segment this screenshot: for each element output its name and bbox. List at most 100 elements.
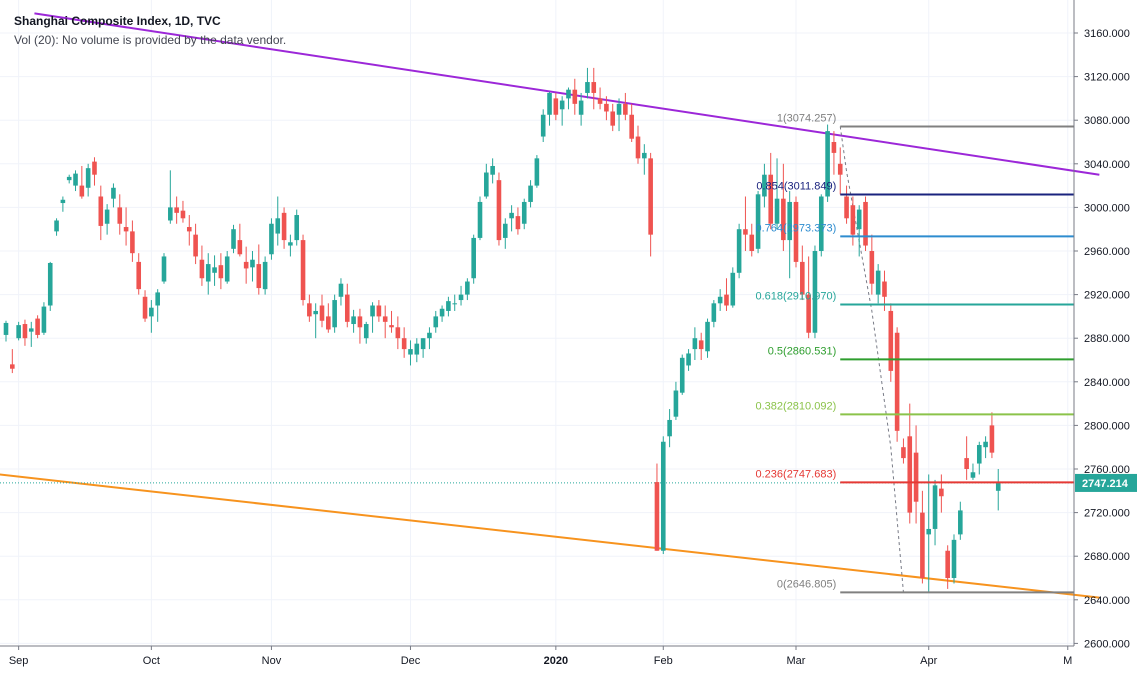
candle <box>408 349 413 355</box>
candle <box>35 318 40 335</box>
candle <box>401 338 407 350</box>
chart-header: Shanghai Composite Index, 1D, TVC Vol (2… <box>14 12 286 50</box>
candle <box>389 325 394 328</box>
candle <box>414 343 420 355</box>
candle <box>307 303 312 317</box>
candle <box>787 201 792 241</box>
candle <box>869 251 875 284</box>
candle <box>243 261 249 269</box>
candle <box>578 100 584 115</box>
candle <box>825 131 830 197</box>
candle <box>205 264 211 282</box>
candle <box>326 316 331 330</box>
x-tick-label: Sep <box>9 655 29 667</box>
candle <box>856 209 862 230</box>
candle <box>642 152 647 159</box>
candle <box>837 163 843 175</box>
y-tick-label: 2640.000 <box>1084 595 1130 607</box>
candle <box>477 201 483 238</box>
fib-retracement[interactable]: 1(3074.257) 0.854(3011.849) 0.764(2973.373… <box>756 112 1074 594</box>
x-tick-label: 2020 <box>544 655 568 667</box>
y-tick-label: 3080.000 <box>1084 115 1130 127</box>
fib-level-label: 0.764(2973.373) <box>756 222 837 234</box>
candle <box>199 259 205 279</box>
support-trendline <box>0 473 1100 599</box>
candle <box>98 196 104 226</box>
chart-title: Shanghai Composite Index, 1D, TVC <box>14 14 221 28</box>
zigzag-line <box>839 126 904 593</box>
axes: 2600.000 2640.000 2680.000 2720.000 2760.000… <box>0 0 1137 667</box>
candle <box>913 452 919 502</box>
candle <box>534 158 540 186</box>
candle <box>679 357 685 393</box>
candle <box>111 187 116 199</box>
candle <box>224 256 230 282</box>
candle <box>338 283 344 297</box>
candle <box>800 261 805 295</box>
candle <box>585 82 590 93</box>
candle <box>812 251 818 333</box>
candle <box>484 172 489 197</box>
candle <box>698 340 704 350</box>
candle <box>743 229 748 235</box>
candle <box>344 294 350 322</box>
candle <box>604 103 609 112</box>
candle <box>648 158 653 235</box>
x-tick-label: Feb <box>654 655 673 667</box>
candle <box>831 142 837 153</box>
candle <box>932 485 938 529</box>
candle <box>875 270 881 295</box>
candle <box>970 472 976 478</box>
candle <box>572 89 578 104</box>
x-tick-label: Mar <box>787 655 806 667</box>
fib-level-label: 0(2646.805) <box>777 578 836 590</box>
fib-level-label: 0.236(2747.683) <box>756 468 837 480</box>
candle <box>376 305 382 317</box>
candle <box>559 100 565 110</box>
candle <box>66 176 72 181</box>
candle <box>439 308 445 317</box>
fib-level-label: 0.382(2810.092) <box>756 400 837 412</box>
y-tick-label: 2600.000 <box>1084 638 1130 650</box>
candle <box>269 223 274 255</box>
volume-note: Vol (20): No volume is provided by the d… <box>14 33 287 47</box>
candle <box>433 316 439 328</box>
candle <box>616 103 622 115</box>
candle <box>705 321 710 352</box>
candle <box>452 303 458 305</box>
candle <box>79 185 85 197</box>
fib-level-label: 0.618(2910.970) <box>756 290 837 302</box>
candle <box>168 207 173 221</box>
candle <box>976 445 982 464</box>
candle <box>395 327 401 339</box>
candle <box>490 165 495 175</box>
candle <box>724 294 729 306</box>
candle <box>907 436 913 513</box>
candle <box>939 488 944 497</box>
candle <box>28 328 34 332</box>
candle <box>60 199 66 204</box>
y-tick-label: 3120.000 <box>1084 72 1130 84</box>
candle <box>806 294 811 333</box>
candle <box>212 267 217 273</box>
candle <box>730 272 736 306</box>
candle <box>983 441 988 448</box>
candle <box>496 180 502 241</box>
candle <box>920 512 925 578</box>
candle <box>149 307 154 317</box>
y-tick-label: 2840.000 <box>1084 377 1130 389</box>
candle <box>774 198 780 224</box>
candle <box>180 210 186 219</box>
y-tick-label: 2880.000 <box>1084 333 1130 345</box>
candle <box>427 332 432 339</box>
candle <box>231 229 236 249</box>
candle <box>237 240 243 255</box>
y-tick-label: 2960.000 <box>1084 246 1130 258</box>
candle <box>10 364 15 369</box>
candle <box>901 447 906 459</box>
candle <box>863 201 868 246</box>
y-tick-label: 2800.000 <box>1084 420 1130 432</box>
candle <box>351 316 356 325</box>
